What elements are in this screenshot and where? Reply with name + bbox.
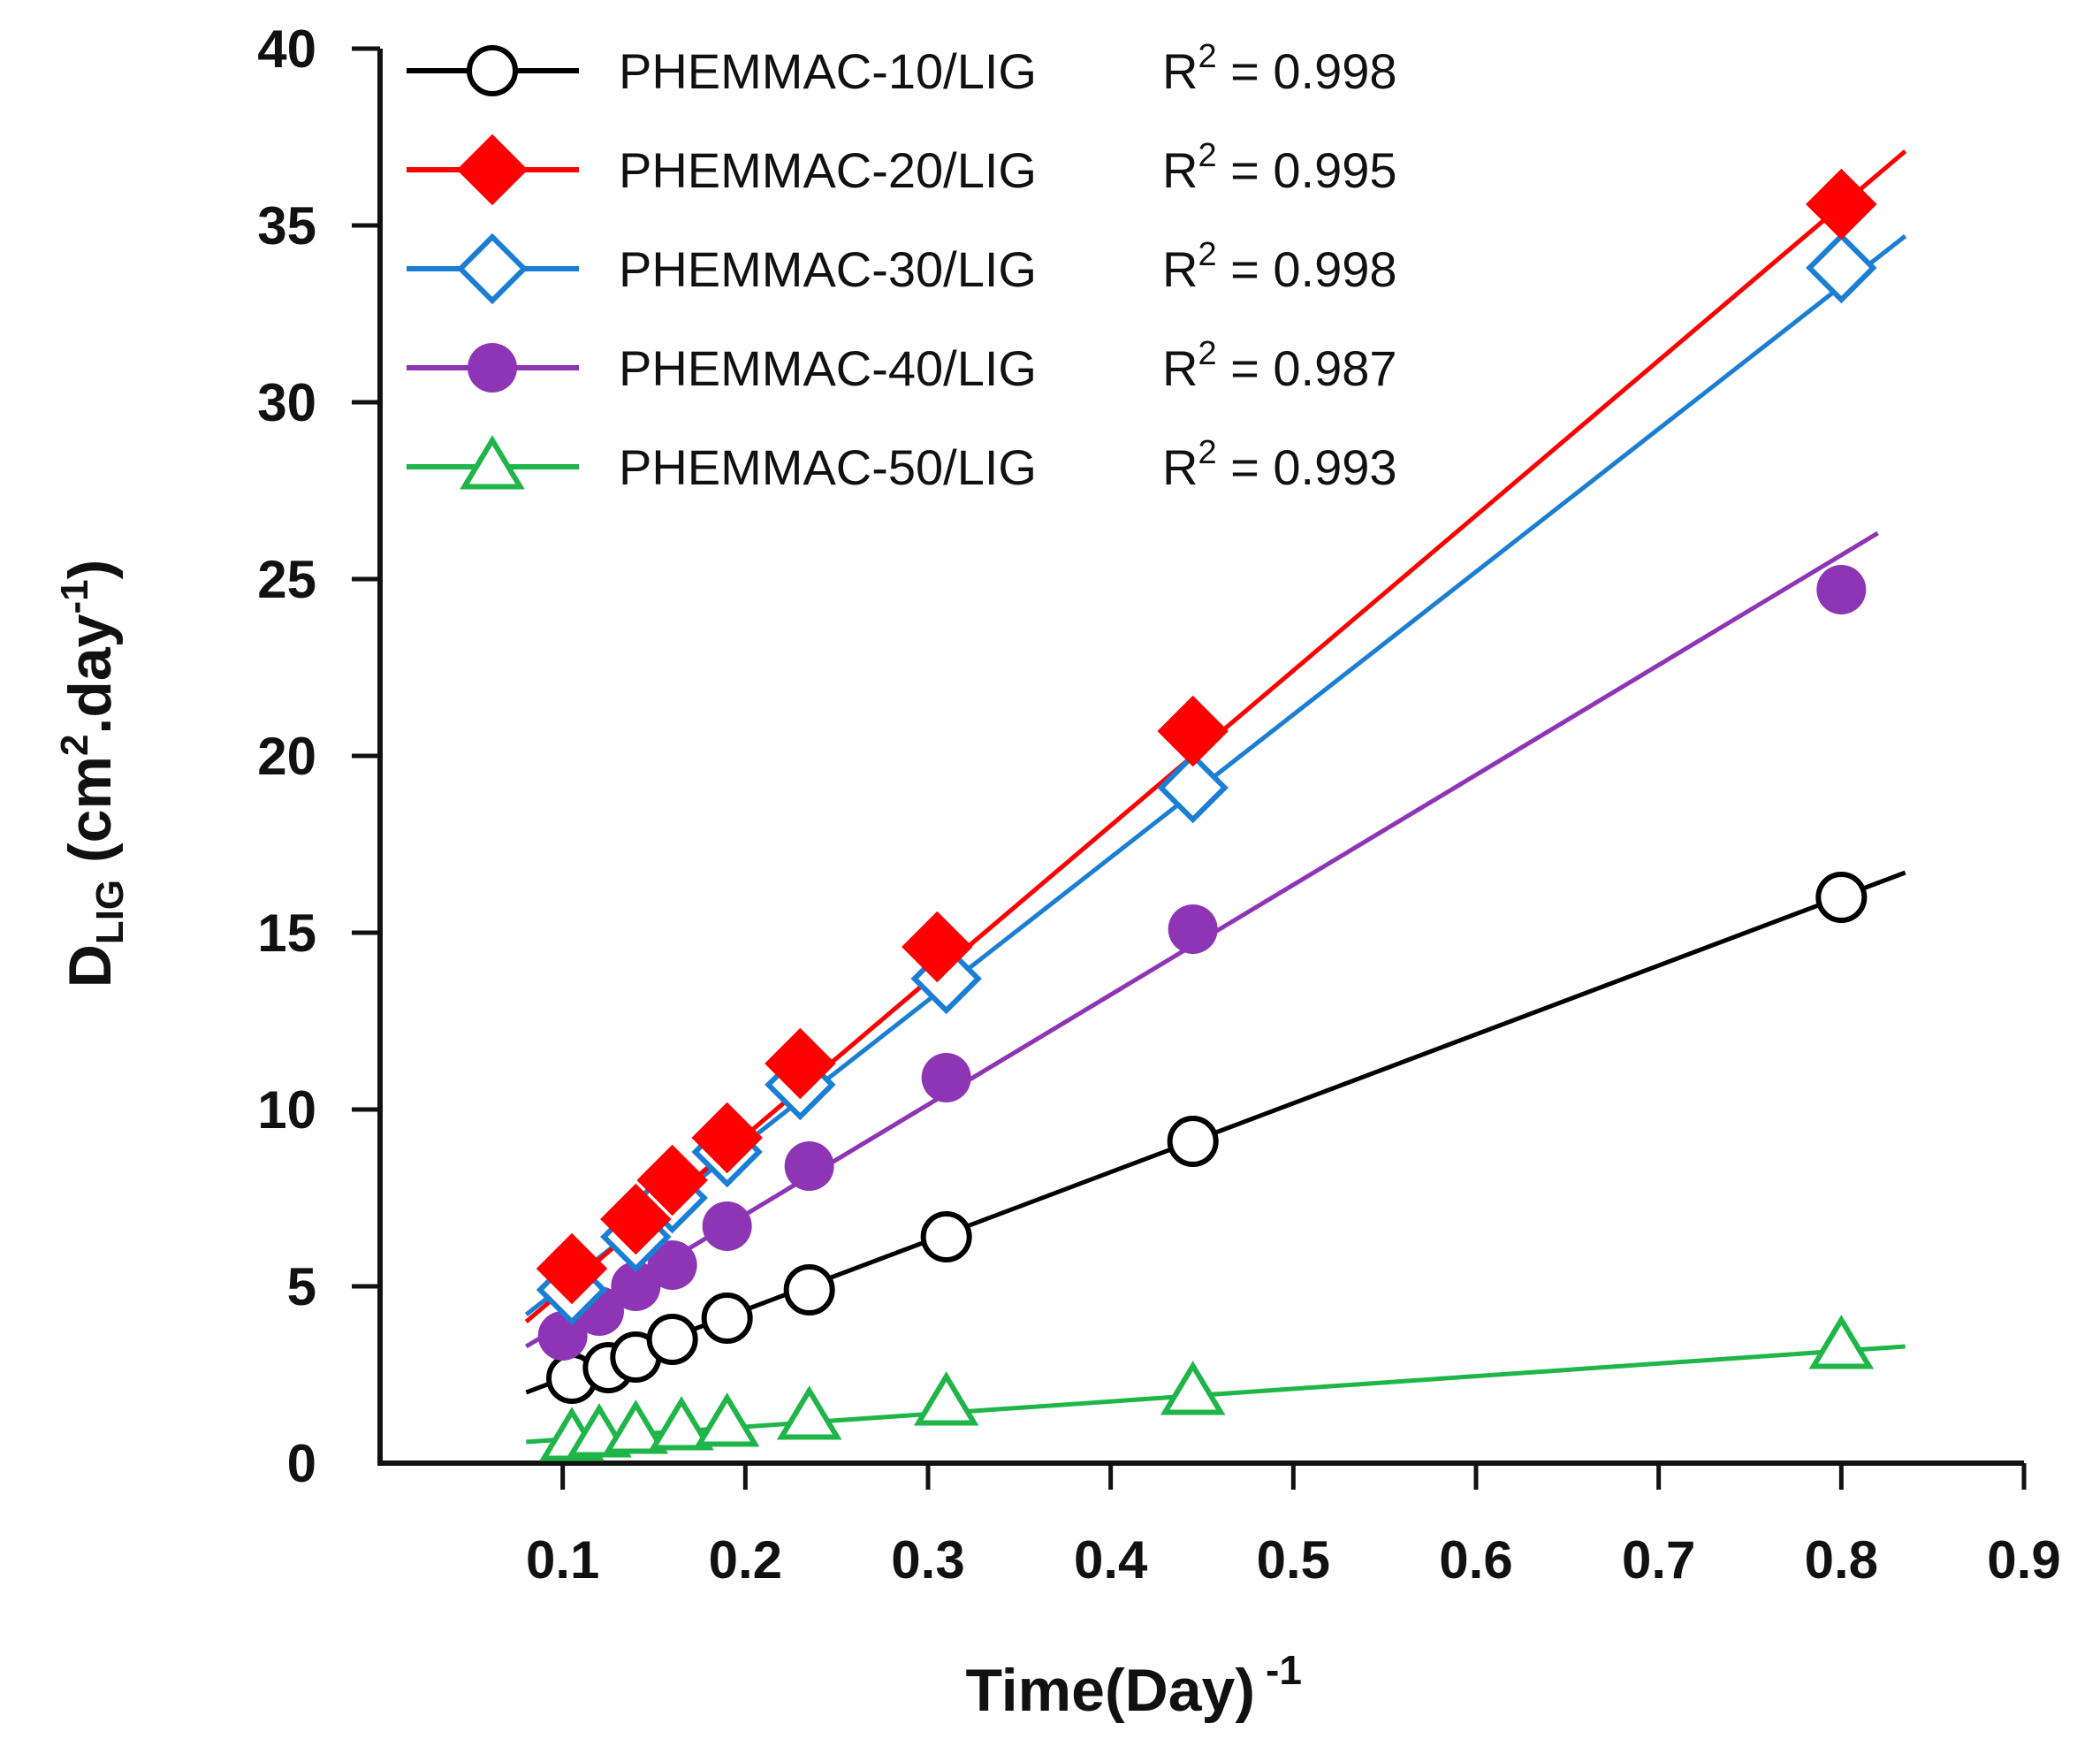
legend-r2: R2 = 0.998 — [1162, 38, 1397, 99]
y-tick-label: 40 — [257, 19, 316, 79]
data-point — [603, 1399, 669, 1454]
legend-r2: R2 = 0.993 — [1162, 434, 1397, 495]
data-point — [1160, 1361, 1226, 1415]
data-points — [536, 168, 1877, 1461]
data-point — [537, 1311, 588, 1361]
x-tick-label: 0.3 — [891, 1530, 964, 1590]
data-point — [1157, 695, 1229, 767]
y-axis-title-unit-c: ) — [57, 560, 124, 580]
data-point — [913, 1371, 979, 1426]
data-point — [694, 1392, 760, 1447]
legend-item-2: PHEMMAC-20/LIG R2 = 0.995 — [407, 133, 1397, 206]
y-tick-label: 10 — [257, 1080, 316, 1140]
y-axis-title-unit-b: .day — [57, 614, 124, 734]
data-point — [536, 1232, 608, 1305]
legend-r2: R2 = 0.998 — [1162, 236, 1397, 297]
legend-item-5: PHEMMAC-50/LIG R2 = 0.993 — [407, 434, 1397, 495]
data-point — [1806, 168, 1877, 240]
x-tick-label: 0.2 — [709, 1530, 782, 1590]
legend-r2: R2 = 0.995 — [1162, 137, 1397, 198]
legend-label: PHEMMAC-10/LIG — [619, 43, 1037, 99]
y-tick-label: 15 — [257, 904, 316, 963]
legend-label: PHEMMAC-50/LIG — [619, 439, 1037, 495]
legend-marker — [468, 343, 517, 393]
y-tick-label: 30 — [257, 373, 316, 432]
x-tick-label: 0.7 — [1622, 1530, 1695, 1590]
data-point — [1806, 232, 1877, 304]
x-tick-label: 0.9 — [1987, 1530, 2060, 1590]
data-point — [611, 1262, 661, 1311]
series-5-points — [539, 1315, 1875, 1461]
y-axis-title-sub: LIG — [88, 880, 132, 944]
data-point — [701, 1293, 753, 1344]
legend-item-1: PHEMMAC-10/LIG R2 = 0.998 — [407, 38, 1397, 99]
data-point — [691, 1102, 763, 1174]
x-axis-title: Time(Day) — [965, 1657, 1255, 1724]
series-4-points — [537, 565, 1867, 1361]
x-axis-title-sup: -1 — [1266, 1647, 1302, 1693]
data-point — [600, 1183, 672, 1255]
data-point — [776, 1385, 842, 1440]
legend: PHEMMAC-10/LIG R2 = 0.998 PHEMMAC-20/LIG R2… — [407, 38, 1397, 495]
x-tick-label: 0.1 — [526, 1530, 599, 1590]
y-axis-title: DLIG (cm2.day-1) — [53, 560, 132, 988]
data-point — [636, 1144, 708, 1216]
data-point — [783, 1264, 835, 1316]
x-tick-label: 0.8 — [1805, 1530, 1878, 1590]
y-tick-label: 0 — [287, 1434, 316, 1493]
fit-line-5 — [526, 1344, 1906, 1445]
data-point — [647, 1240, 697, 1290]
data-point — [1815, 872, 1868, 923]
x-tick-label: 0.4 — [1074, 1530, 1148, 1590]
data-point — [921, 1053, 971, 1102]
y-axis-title-sup2: -1 — [53, 579, 96, 614]
x-tick-label: 0.6 — [1439, 1530, 1512, 1590]
legend-marker — [456, 233, 529, 305]
data-point — [1816, 565, 1867, 614]
series-2-points — [536, 168, 1877, 1305]
y-axis-title-main: D — [57, 944, 124, 988]
data-point — [1157, 751, 1229, 824]
data-point — [1167, 1116, 1219, 1167]
y-tick-label: 5 — [287, 1257, 316, 1316]
legend-marker — [456, 133, 529, 206]
y-tick-label: 35 — [257, 196, 316, 255]
legend-label: PHEMMAC-40/LIG — [619, 340, 1037, 396]
data-point — [765, 1027, 836, 1100]
data-point — [902, 911, 973, 983]
ticks: 0 5 10 15 20 25 30 35 40 0.1 0.2 0.3 0.4 0.5 0.6 0.7 0.8… — [257, 19, 2060, 1590]
data-point — [1808, 1315, 1875, 1369]
x-axis-title-main: Time(Day) — [965, 1657, 1255, 1724]
legend-marker — [467, 45, 518, 96]
y-axis-title-sup1: 2 — [53, 735, 96, 756]
legend-label: PHEMMAC-30/LIG — [619, 241, 1037, 297]
data-point — [1168, 904, 1218, 954]
data-point — [649, 1396, 714, 1451]
data-point — [646, 1314, 698, 1365]
legend-label: PHEMMAC-20/LIG — [619, 142, 1037, 198]
legend-marker — [460, 435, 525, 490]
legend-item-3: PHEMMAC-30/LIG R2 = 0.998 — [407, 233, 1397, 305]
y-tick-label: 20 — [257, 727, 316, 786]
legend-r2: R2 = 0.987 — [1162, 335, 1397, 396]
data-point — [784, 1141, 834, 1191]
data-point — [920, 1211, 972, 1262]
data-point — [702, 1201, 752, 1251]
legend-item-4: PHEMMAC-40/LIG R2 = 0.987 — [407, 335, 1397, 396]
series-1-points — [546, 872, 1868, 1404]
x-tick-label: 0.5 — [1257, 1530, 1330, 1590]
y-tick-label: 25 — [257, 550, 316, 609]
y-axis-title-unit-a: (cm — [57, 756, 124, 880]
